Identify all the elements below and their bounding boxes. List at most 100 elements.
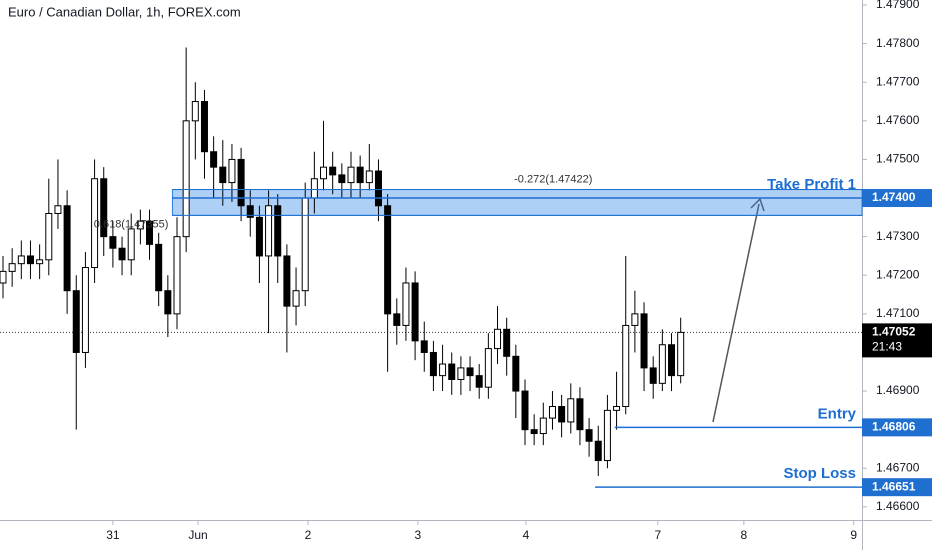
candle-body: [365, 170, 373, 184]
candle-body: [530, 429, 538, 435]
candle-body: [45, 212, 53, 261]
candle-body: [320, 166, 328, 180]
y-tick-label: 1.47200: [876, 267, 920, 281]
candle-body: [301, 197, 309, 292]
candle-body: [81, 267, 89, 353]
candle-body: [26, 255, 34, 265]
price-label-bg: [862, 418, 932, 437]
candle-body: [448, 363, 456, 380]
candle-body: [200, 101, 208, 153]
arrow-head: [750, 197, 765, 212]
y-tick-label: 1.47900: [876, 0, 920, 11]
arrow-line: [712, 203, 760, 423]
candle-body: [374, 170, 382, 207]
candle-body: [347, 166, 355, 184]
candle-body: [594, 440, 602, 462]
candle-body: [191, 101, 199, 122]
candle-body: [237, 158, 245, 207]
candle-body: [475, 375, 483, 388]
candle-body: [494, 328, 502, 350]
candle-body: [283, 255, 291, 307]
candle-body: [613, 406, 621, 411]
price-label-bg: [862, 478, 932, 497]
candle-body: [384, 205, 392, 315]
candle-body: [677, 331, 685, 377]
price-label: 1.46806: [872, 420, 916, 434]
candle-body: [109, 236, 117, 249]
x-tick-label: 8: [741, 528, 748, 542]
y-tick-label: 1.47500: [876, 152, 920, 166]
candle-body: [411, 282, 419, 342]
candle-body: [329, 166, 337, 176]
candle-body: [255, 216, 263, 257]
y-tick-label: 1.46700: [876, 460, 920, 474]
candle-body: [274, 205, 282, 257]
y-tick-label: 1.47800: [876, 36, 920, 50]
last-price-bg: [862, 323, 932, 358]
candle-body: [246, 205, 254, 218]
candle-body: [356, 166, 364, 184]
candle-body: [439, 363, 447, 377]
candle-body: [173, 236, 181, 315]
price-label: 1.46651: [872, 479, 916, 493]
level-name: Stop Loss: [783, 465, 856, 482]
candle-body: [512, 355, 520, 392]
candle-body: [640, 313, 648, 369]
candle-body: [8, 263, 16, 272]
candle-body: [91, 178, 99, 269]
candle-body: [155, 243, 163, 292]
candle-body: [54, 205, 62, 214]
y-tick-label: 1.46600: [876, 499, 920, 513]
y-tick-label: 1.47700: [876, 74, 920, 88]
candle-body: [631, 313, 639, 326]
y-tick-label: 1.47100: [876, 306, 920, 320]
countdown-label: 21:43: [872, 340, 902, 354]
x-tick-label: Jun: [188, 528, 207, 542]
y-tick-label: 1.47300: [876, 229, 920, 243]
candle-body: [393, 313, 401, 326]
candle-body: [548, 406, 556, 419]
candle-body: [210, 151, 218, 168]
x-tick-label: 31: [106, 528, 120, 542]
x-tick-label: 9: [850, 528, 857, 542]
candle-body: [558, 406, 566, 423]
candle-body: [649, 367, 657, 384]
level-name: Take Profit 1: [767, 176, 856, 193]
candle-body: [576, 398, 584, 431]
candle-body: [402, 282, 410, 326]
take-profit-zone: [171, 189, 863, 216]
price-label-bg: [862, 189, 932, 208]
candle-body: [72, 290, 80, 353]
candle-body: [567, 398, 575, 423]
candle-body: [219, 166, 227, 184]
candle-body: [466, 367, 474, 377]
candle-body: [420, 340, 428, 353]
candle-body: [338, 174, 346, 184]
candle-body: [118, 247, 126, 261]
candle-body: [658, 344, 666, 384]
candle-body: [127, 228, 135, 261]
y-tick-label: 1.46900: [876, 383, 920, 397]
level-name: Entry: [818, 405, 857, 422]
price-label: 1.47400: [872, 190, 916, 204]
x-tick-label: 4: [523, 528, 530, 542]
candle-body: [136, 220, 144, 230]
candle-body: [228, 158, 236, 184]
candle-body: [36, 259, 44, 265]
chart-title: Euro / Canadian Dollar, 1h, FOREX.com: [8, 4, 241, 19]
candle-body: [265, 205, 273, 257]
fib-label: 0.618(1.47355): [94, 218, 169, 230]
candle-body: [457, 367, 465, 380]
y-tick-label: 1.47600: [876, 113, 920, 127]
candle-body: [503, 328, 511, 357]
candle-body: [63, 205, 71, 292]
x-tick-label: 3: [415, 528, 422, 542]
candle-body: [429, 351, 437, 377]
candle-body: [539, 417, 547, 435]
x-tick-label: 7: [654, 528, 661, 542]
candle-body: [310, 178, 318, 199]
candle-body: [622, 324, 630, 408]
candle-body: [585, 429, 593, 442]
last-price-label: 1.47052: [872, 325, 916, 339]
